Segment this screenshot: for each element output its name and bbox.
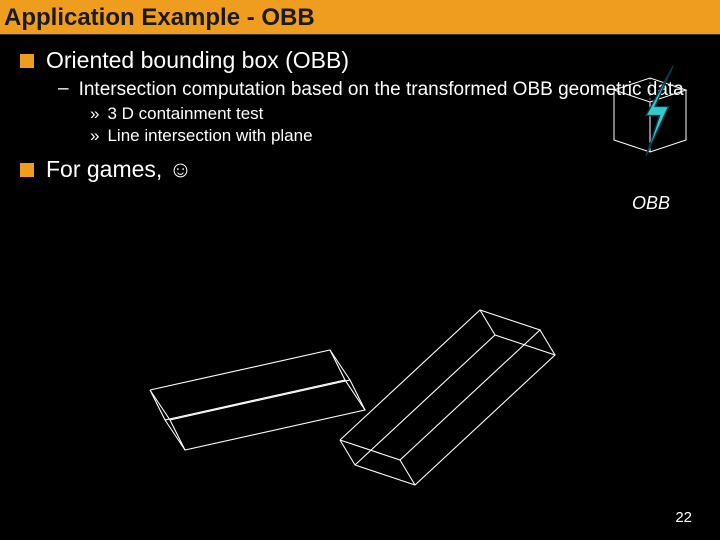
page-number: 22 <box>675 509 692 526</box>
bullet-l1-2-text: For games, ☺ <box>46 156 192 183</box>
title-bar: Application Example - OBB <box>0 0 720 35</box>
raquo-bullet-icon: » <box>90 104 99 124</box>
wireframe-diagram <box>130 290 570 495</box>
raquo-bullet-icon: » <box>90 126 99 146</box>
bullet-l2-1: – Intersection computation based on the … <box>58 78 700 102</box>
bullet-l3-1-text: 3 D containment test <box>107 104 263 124</box>
bullet-l1-1-text: Oriented bounding box (OBB) <box>46 47 349 74</box>
bullet-l2-1-text: Intersection computation based on the tr… <box>79 78 684 102</box>
slide-title: Application Example - OBB <box>4 4 315 31</box>
square-bullet-icon <box>20 163 34 177</box>
bullet-l1-1: Oriented bounding box (OBB) <box>20 47 700 74</box>
bullet-l1-2: For games, ☺ <box>20 156 700 183</box>
wireframe-svg <box>130 290 570 490</box>
dash-bullet-icon: – <box>58 78 69 100</box>
obb-bolt-icon <box>606 62 696 182</box>
obb-graphic: OBB <box>606 62 696 214</box>
bullet-l3-2-text: Line intersection with plane <box>107 126 312 146</box>
obb-label: OBB <box>606 193 696 214</box>
square-bullet-icon <box>20 54 34 68</box>
